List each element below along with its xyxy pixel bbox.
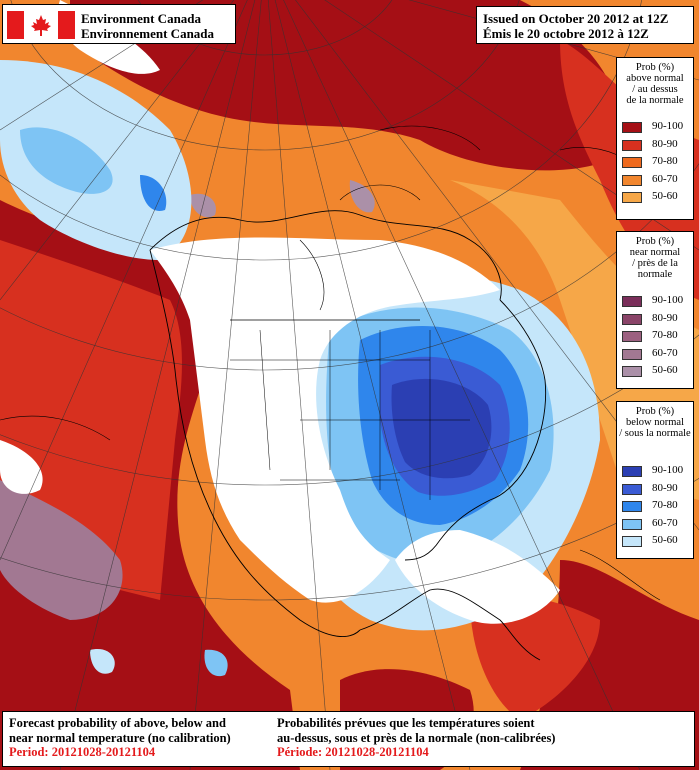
legend-label: 70-80 xyxy=(652,499,678,511)
legend-label: 80-90 xyxy=(652,481,678,494)
legend-swatch xyxy=(622,536,642,547)
caption-fr-line2: au-dessus, sous et près de la normale (n… xyxy=(277,730,556,745)
legend-swatch xyxy=(622,313,642,325)
legend-label: 90-100 xyxy=(652,120,684,132)
legend-label: 60-70 xyxy=(652,172,678,185)
legend-swatch xyxy=(622,174,642,186)
legend-label: 50-60 xyxy=(652,190,678,202)
legend-label: 70-80 xyxy=(652,329,678,341)
caption-fr: Probabilités prévues que les température… xyxy=(277,716,687,760)
legend-swatch xyxy=(622,366,642,377)
legend-label: 90-100 xyxy=(652,464,684,476)
legend-near-normal: Prob (%) near normal / près de la normal… xyxy=(616,231,694,389)
legend-swatch xyxy=(622,466,642,477)
legend-swatch xyxy=(622,296,642,307)
legend-label: 60-70 xyxy=(652,346,678,359)
legend-swatch xyxy=(622,348,642,360)
caption-en-line1: Forecast probability of above, below and xyxy=(9,716,226,730)
caption-fr-line1: Probabilités prévues que les température… xyxy=(277,716,535,730)
legend-above-normal: Prob (%) above normal / au dessus de la … xyxy=(616,57,694,220)
coastlines xyxy=(0,125,661,661)
legend-label: 70-80 xyxy=(652,155,678,167)
issue-date-fr: Émis le 20 octobre 2012 à 12Z xyxy=(483,26,649,41)
below-normal-field xyxy=(0,60,600,677)
caption-en: Forecast probability of above, below and… xyxy=(9,716,271,760)
legend-swatch xyxy=(622,122,642,133)
legend-swatch xyxy=(622,518,642,530)
legend-swatch xyxy=(622,139,642,151)
legend-near-title: Prob (%) near normal / près de la normal… xyxy=(629,236,681,280)
caption-en-line2: near normal temperature (no calibration) xyxy=(9,730,231,745)
period-en: Period: 20121028-20121104 xyxy=(9,745,156,759)
footer-caption: Forecast probability of above, below and… xyxy=(2,711,695,767)
issue-date-en: Issued on October 20 2012 at 12Z xyxy=(483,11,669,26)
legend-swatch xyxy=(622,157,642,168)
canada-flag-icon xyxy=(7,11,75,39)
period-fr: Période: 20121028-20121104 xyxy=(277,745,429,759)
legend-swatch xyxy=(622,483,642,495)
org-name-en: Environment Canada xyxy=(81,11,202,26)
organization-header: Environment Canada Environnement Canada xyxy=(2,4,236,44)
legend-label: 80-90 xyxy=(652,137,678,150)
legend-label: 50-60 xyxy=(652,534,678,546)
org-name-fr: Environnement Canada xyxy=(81,26,215,41)
legend-label: 60-70 xyxy=(652,516,678,529)
legend-label: 90-100 xyxy=(652,294,684,306)
legend-swatch xyxy=(622,501,642,512)
issue-date-box: Issued on October 20 2012 at 12Z Émis le… xyxy=(476,6,694,44)
legend-below-title: Prob (%) below normal / sous la normale xyxy=(619,406,691,439)
legend-swatch xyxy=(622,192,642,203)
legend-label: 80-90 xyxy=(652,311,678,324)
legend-below-normal: Prob (%) below normal / sous la normale … xyxy=(616,401,694,559)
legend-above-title: Prob (%) above normal / au dessus de la … xyxy=(626,62,684,106)
legend-swatch xyxy=(622,331,642,342)
legend-label: 50-60 xyxy=(652,364,678,376)
